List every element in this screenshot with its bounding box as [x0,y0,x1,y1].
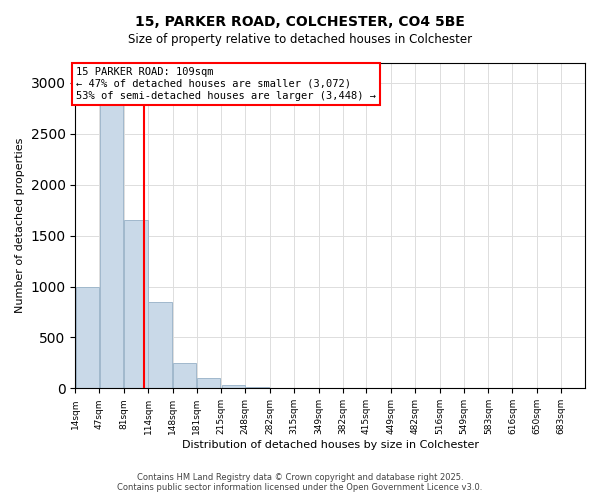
Text: Contains HM Land Registry data © Crown copyright and database right 2025.
Contai: Contains HM Land Registry data © Crown c… [118,473,482,492]
Bar [100,76,123,388]
Y-axis label: Number of detached properties: Number of detached properties [15,138,25,313]
Bar [124,220,148,388]
X-axis label: Distribution of detached houses by size in Colchester: Distribution of detached houses by size … [182,440,479,450]
Text: 15 PARKER ROAD: 109sqm
← 47% of detached houses are smaller (3,072)
53% of semi-: 15 PARKER ROAD: 109sqm ← 47% of detached… [76,68,376,100]
Bar [76,286,99,388]
Bar [173,363,196,388]
Bar [148,302,172,388]
Bar [197,378,220,388]
Text: Size of property relative to detached houses in Colchester: Size of property relative to detached ho… [128,32,472,46]
Bar [221,386,245,388]
Text: 15, PARKER ROAD, COLCHESTER, CO4 5BE: 15, PARKER ROAD, COLCHESTER, CO4 5BE [135,15,465,29]
